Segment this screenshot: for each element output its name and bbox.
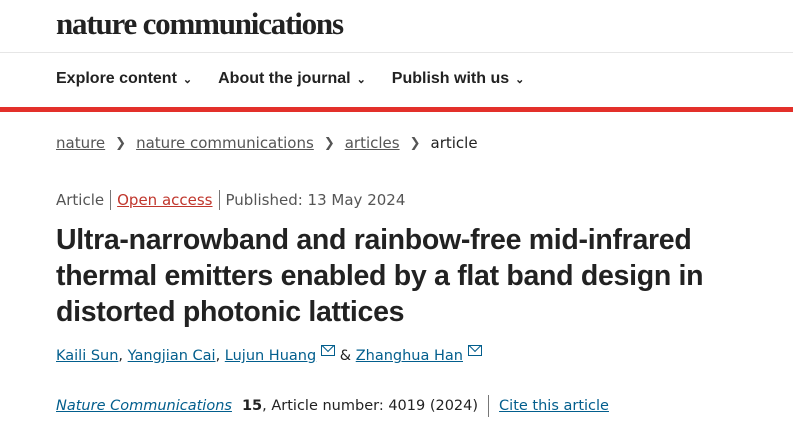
chevron-right-icon: ❯ <box>115 135 127 151</box>
chevron-down-icon: ⌄ <box>515 74 525 86</box>
open-access-link[interactable]: Open access <box>117 191 213 209</box>
cite-this-article-link[interactable]: Cite this article <box>499 398 609 414</box>
chevron-down-icon: ⌄ <box>182 74 193 86</box>
email-icon[interactable] <box>321 344 336 356</box>
nav-label: Publish with us <box>391 70 510 87</box>
breadcrumb-nature[interactable]: nature <box>56 134 106 152</box>
separator: , <box>215 348 225 364</box>
breadcrumb-nature-communications[interactable]: nature communications <box>136 134 314 152</box>
published-date: Published: 13 May 2024 <box>225 191 406 209</box>
article-type: Article <box>56 191 105 209</box>
divider <box>110 190 112 210</box>
chevron-right-icon: ❯ <box>409 135 421 151</box>
breadcrumb: nature ❯ nature communications ❯ article… <box>56 134 478 152</box>
article-meta: Article Open access Published: 13 May 20… <box>56 190 405 210</box>
nav-label: Explore content <box>56 70 177 87</box>
chevron-right-icon: ❯ <box>323 135 335 151</box>
nav-label: About the journal <box>218 70 351 87</box>
citation-line: Nature Communications 15 , Article numbe… <box>56 395 609 417</box>
separator: , <box>118 348 128 364</box>
journal-link[interactable]: Nature Communications <box>56 398 232 414</box>
author-link[interactable]: Yangjian Cai <box>127 348 216 364</box>
breadcrumb-current: article <box>430 134 478 152</box>
divider <box>218 190 220 210</box>
author-link[interactable]: Zhanghua Han <box>355 348 463 364</box>
email-icon[interactable] <box>467 344 482 356</box>
nav-about-journal[interactable]: About the journal ⌄ <box>218 70 366 88</box>
author-link[interactable]: Lujun Huang <box>224 348 317 364</box>
author-list: Kaili Sun, Yangjian Cai, Lujun Huang & Z… <box>56 344 482 364</box>
volume: 15 <box>241 398 263 414</box>
main-nav: Explore content ⌄ About the journal ⌄ Publ… <box>56 70 524 88</box>
article-title: Ultra-narrowband and rainbow-free mid-in… <box>56 224 704 328</box>
breadcrumb-articles[interactable]: articles <box>344 134 400 152</box>
chevron-down-icon: ⌄ <box>356 74 366 86</box>
divider <box>488 395 490 417</box>
nav-explore-content[interactable]: Explore content ⌄ <box>56 70 192 88</box>
site-logo[interactable]: nature communications <box>56 6 344 41</box>
author-link[interactable]: Kaili Sun <box>56 348 119 364</box>
accent-bar <box>0 107 793 112</box>
separator: & <box>335 348 356 364</box>
article-number: , Article number: 4019 (2024) <box>262 398 479 414</box>
nav-publish-with-us[interactable]: Publish with us ⌄ <box>392 70 525 88</box>
divider <box>0 52 793 53</box>
